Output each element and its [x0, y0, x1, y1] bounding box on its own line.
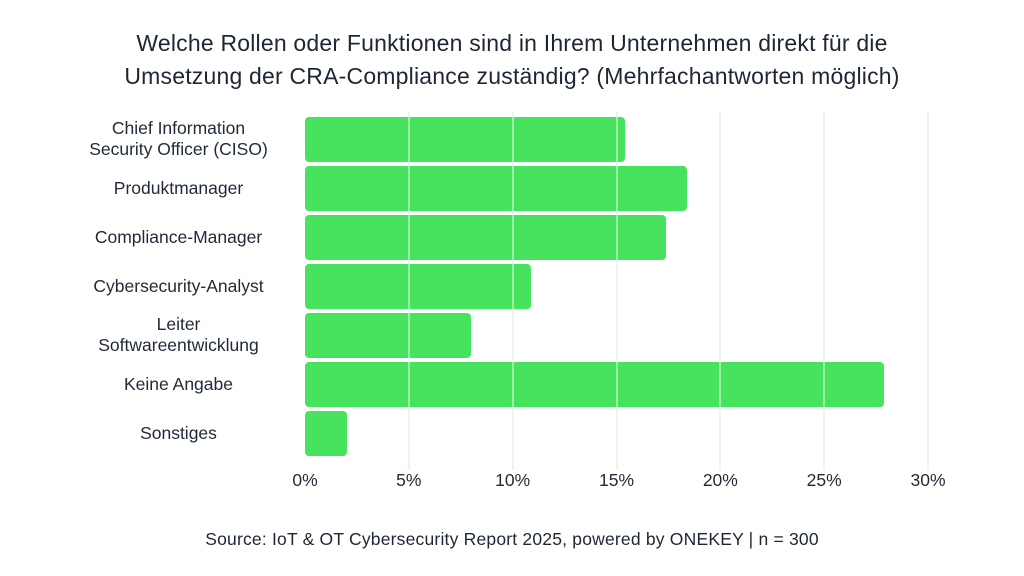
x-tick-label: 15% — [598, 469, 635, 490]
bar — [305, 214, 667, 260]
bar-row — [305, 115, 928, 164]
x-tick-label: 10% — [495, 469, 531, 490]
bar — [305, 361, 885, 407]
x-tick-label: 5% — [396, 469, 422, 490]
chart-title: Welche Rollen oder Funktionen sind in Ih… — [124, 30, 900, 90]
source-caption: Source: IoT & OT Cybersecurity Report 20… — [205, 528, 819, 549]
bar-rows — [305, 115, 928, 458]
bar-row — [305, 262, 928, 311]
x-tick-label: 30% — [910, 469, 946, 490]
bar-row — [305, 311, 928, 360]
bar-row — [305, 213, 928, 262]
category-label: Sonstiges — [140, 422, 217, 443]
category-label: Keine Angabe — [124, 373, 233, 394]
plot-area: 0% 5% 10% 15% 20% 25% 30% — [292, 111, 946, 502]
x-tick-label: 25% — [806, 469, 842, 490]
bar — [305, 410, 347, 456]
bar — [305, 116, 625, 162]
category-label: Produktmanager — [113, 177, 244, 198]
category-labels: Chief Information Security Officer (CISO… — [60, 115, 305, 502]
category-label: Chief Information Security Officer (CISO… — [89, 118, 268, 160]
x-tick-label: 20% — [702, 469, 738, 490]
bar-row — [305, 409, 928, 458]
category-label: Leiter Softwareentwicklung — [98, 314, 259, 356]
category-label: Cybersecurity-Analyst — [93, 275, 264, 296]
bar-row — [305, 164, 928, 213]
category-label: Compliance-Manager — [94, 226, 263, 247]
bar-row — [305, 360, 928, 409]
bar — [305, 312, 472, 358]
bar — [305, 263, 532, 309]
bar — [305, 165, 688, 211]
x-axis: 0% 5% 10% 15% 20% 25% 30% — [292, 458, 945, 502]
bar-chart: Chief Information Security Officer (CISO… — [60, 111, 946, 502]
x-tick-label: 0% — [292, 469, 318, 490]
